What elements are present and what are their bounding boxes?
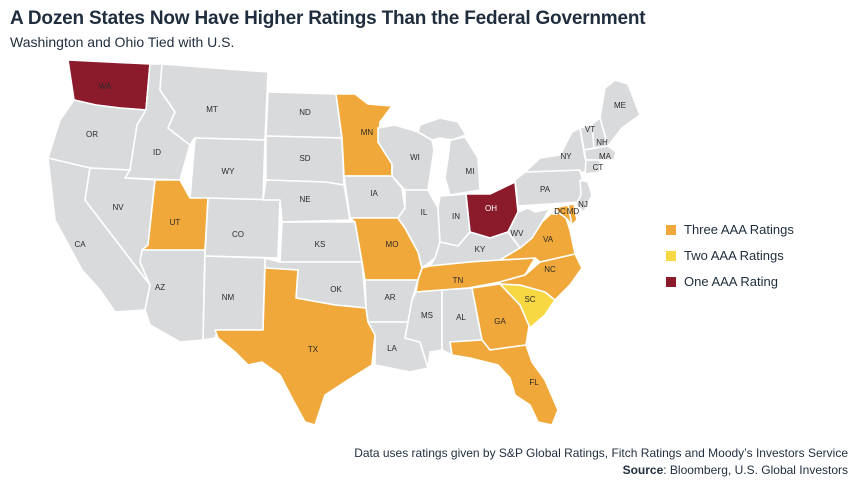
source-text: : Bloomberg, U.S. Global Investors bbox=[663, 463, 848, 477]
state-label-ID: ID bbox=[153, 148, 161, 157]
state-label-CT: CT bbox=[593, 163, 604, 172]
state-label-KS: KS bbox=[315, 240, 326, 249]
legend-label-one: One AAA Rating bbox=[684, 274, 778, 289]
state-label-SC: SC bbox=[524, 295, 535, 304]
state-TX bbox=[214, 267, 376, 426]
state-label-OH: OH bbox=[485, 204, 497, 213]
state-label-LA: LA bbox=[387, 344, 397, 353]
state-ME bbox=[599, 79, 641, 147]
state-label-PA: PA bbox=[540, 185, 551, 194]
state-label-VA: VA bbox=[543, 235, 554, 244]
state-label-IL: IL bbox=[421, 208, 428, 217]
state-label-OK: OK bbox=[330, 285, 342, 294]
state-NC bbox=[499, 253, 583, 301]
state-label-SD: SD bbox=[299, 154, 310, 163]
state-label-MI: MI bbox=[466, 167, 475, 176]
state-NE bbox=[262, 179, 351, 223]
state-label-GA: GA bbox=[494, 317, 506, 326]
state-NJ bbox=[575, 179, 593, 213]
state-DE bbox=[567, 203, 578, 226]
state-label-NC: NC bbox=[544, 265, 556, 274]
state-label-AZ: AZ bbox=[155, 283, 165, 292]
state-label-NH: NH bbox=[596, 138, 608, 147]
state-label-KY: KY bbox=[475, 245, 486, 254]
chart-subtitle: Washington and Ohio Tied with U.S. bbox=[10, 34, 235, 50]
state-label-AR: AR bbox=[384, 293, 395, 302]
footnote: Data uses ratings given by S&P Global Ra… bbox=[354, 446, 848, 460]
state-FL bbox=[449, 339, 559, 426]
state-DC bbox=[552, 209, 558, 215]
state-label-ND: ND bbox=[299, 108, 311, 117]
state-label-UT: UT bbox=[170, 218, 181, 227]
state-AZ bbox=[139, 249, 206, 343]
state-label-IA: IA bbox=[370, 189, 378, 198]
legend-swatch-one bbox=[666, 276, 676, 287]
legend-item-two: Two AAA Ratings bbox=[666, 248, 784, 263]
state-label-MD: MD bbox=[567, 207, 580, 216]
state-label-VT: VT bbox=[585, 125, 595, 134]
state-label-CA: CA bbox=[74, 240, 86, 249]
state-label-NY: NY bbox=[560, 152, 572, 161]
state-label-WI: WI bbox=[410, 153, 420, 162]
state-label-MN: MN bbox=[361, 128, 374, 137]
state-label-NV: NV bbox=[112, 203, 124, 212]
source-line: Source: Bloomberg, U.S. Global Investors bbox=[623, 463, 848, 477]
state-label-MT: MT bbox=[206, 105, 218, 114]
legend-swatch-two bbox=[666, 250, 676, 261]
state-PA bbox=[514, 169, 587, 207]
state-CO bbox=[204, 197, 281, 259]
state-label-TN: TN bbox=[453, 276, 464, 285]
state-label-MA: MA bbox=[599, 152, 612, 161]
state-label-OR: OR bbox=[86, 130, 98, 139]
legend-label-three: Three AAA Ratings bbox=[684, 222, 794, 237]
state-MI bbox=[417, 117, 481, 196]
state-label-IN: IN bbox=[452, 212, 460, 221]
state-label-TX: TX bbox=[308, 345, 319, 354]
state-label-NM: NM bbox=[222, 293, 235, 302]
state-label-FL: FL bbox=[529, 378, 539, 387]
state-label-CO: CO bbox=[232, 230, 244, 239]
states-layer bbox=[47, 59, 641, 426]
legend-swatch-three bbox=[666, 224, 676, 235]
state-CT bbox=[584, 159, 601, 175]
chart-title: A Dozen States Now Have Higher Ratings T… bbox=[10, 8, 646, 29]
legend-item-three: Three AAA Ratings bbox=[666, 222, 794, 237]
state-MA bbox=[583, 145, 617, 161]
state-label-WY: WY bbox=[222, 167, 236, 176]
legend-item-one: One AAA Rating bbox=[666, 274, 778, 289]
state-label-WV: WV bbox=[511, 229, 525, 238]
source-label: Source bbox=[622, 463, 664, 477]
state-label-NE: NE bbox=[299, 195, 310, 204]
state-label-MO: MO bbox=[386, 240, 399, 249]
state-label-AL: AL bbox=[456, 313, 466, 322]
state-label-ME: ME bbox=[614, 101, 626, 110]
state-label-MS: MS bbox=[421, 311, 433, 320]
state-labels: WA OR CA ID NV MT WY UT AZ CO NM ND SD N… bbox=[74, 82, 626, 387]
state-label-NJ: NJ bbox=[578, 200, 588, 209]
state-label-DC: DC bbox=[554, 207, 566, 216]
state-MT bbox=[159, 63, 269, 146]
legend-label-two: Two AAA Ratings bbox=[684, 248, 784, 263]
state-label-WA: WA bbox=[99, 82, 112, 91]
